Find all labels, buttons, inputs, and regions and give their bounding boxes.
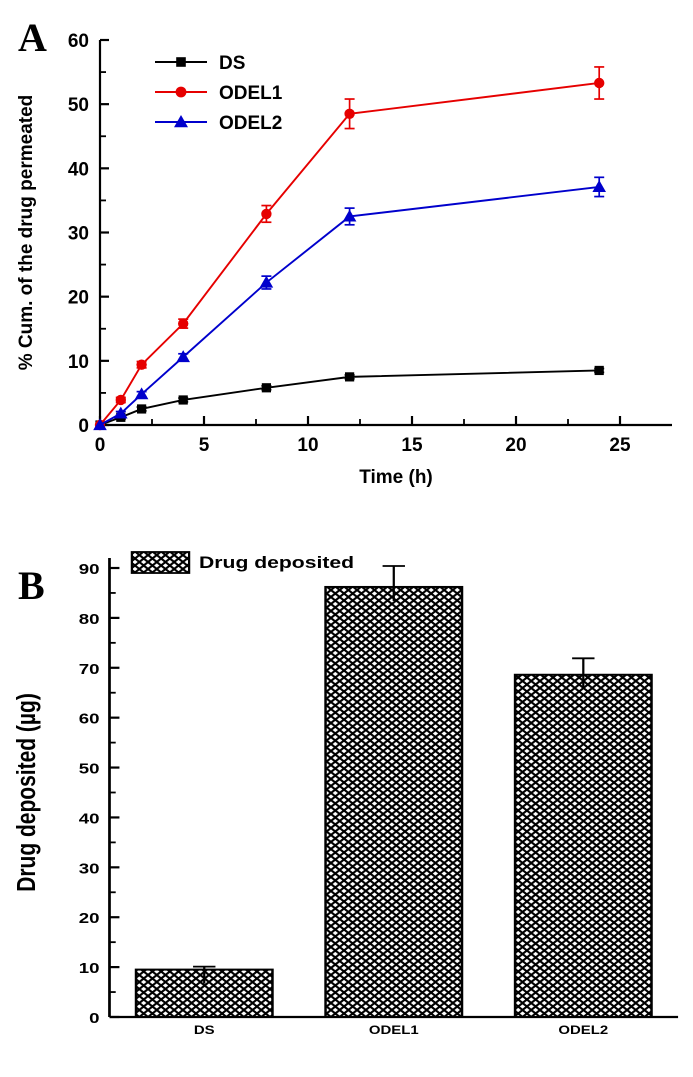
legend-label: DS <box>219 53 245 74</box>
data-point-marker <box>178 318 189 329</box>
legend-item-ds: DS <box>155 53 245 74</box>
y-tick-label-b: 20 <box>79 910 100 927</box>
y-tick-label-b: 10 <box>79 960 100 977</box>
data-point-marker <box>345 372 355 382</box>
legend-label: ODEL1 <box>219 83 283 104</box>
legend-item-odel2: ODEL2 <box>155 113 282 134</box>
data-point-marker <box>136 359 147 370</box>
data-point-marker <box>259 275 274 288</box>
x-tick-label-a: 25 <box>609 435 631 456</box>
bar-group-odel1 <box>324 565 464 1019</box>
data-point-marker <box>592 180 606 193</box>
data-point-marker <box>134 387 149 400</box>
y-tick-label-a: 20 <box>68 288 89 309</box>
x-tick-label-a: 15 <box>401 435 423 456</box>
legend-marker <box>176 57 186 67</box>
legend-b: Drug deposited <box>130 551 354 574</box>
legend-item-odel1: ODEL1 <box>155 83 283 104</box>
bar-category-label: ODEL1 <box>369 1023 419 1036</box>
error-bar <box>572 657 595 689</box>
legend-a: DS ODEL1 ODEL2 <box>155 53 283 134</box>
data-point-marker <box>261 383 271 393</box>
y-tick-label-b: 90 <box>79 561 100 578</box>
y-tick-label-b: 60 <box>79 710 100 727</box>
y-tick-label-a: 50 <box>68 95 89 116</box>
data-point-marker <box>344 108 355 119</box>
y-tick-label-a: 10 <box>68 352 89 373</box>
panel-b-letter: B <box>18 563 45 608</box>
legend-label-b: Drug deposited <box>199 554 354 573</box>
panel-b-bar-chart: 0 10 20 30 40 50 60 70 80 90 Drug deposited (µg) DS… <box>0 520 693 1077</box>
data-point-marker <box>594 365 604 376</box>
legend-marker <box>175 86 187 98</box>
data-point-marker <box>114 406 128 419</box>
y-tick-label-a: 30 <box>68 224 89 245</box>
x-tick-label-a: 10 <box>297 435 318 456</box>
y-tick-label-a: 60 <box>68 31 89 52</box>
data-point-marker <box>137 404 147 414</box>
bar-category-label: ODEL2 <box>558 1023 608 1036</box>
series-ds <box>95 365 605 430</box>
panel-a-line-chart: 0 10 20 30 40 50 60 0 5 10 15 20 25 Time (h) % Cum. of… <box>0 0 693 520</box>
panel-a-letter: A <box>18 15 47 60</box>
error-bar <box>193 965 216 984</box>
data-point-marker <box>342 209 357 222</box>
series-odel2 <box>93 176 606 431</box>
legend-marker <box>174 115 188 128</box>
legend-swatch <box>130 551 191 574</box>
legend-label: ODEL2 <box>219 113 282 134</box>
bar-group-ds <box>134 965 274 1019</box>
data-point-marker <box>93 418 107 431</box>
data-point-marker <box>261 208 272 220</box>
x-tick-label-a: 5 <box>199 435 210 456</box>
y-tick-label-b: 80 <box>79 611 100 628</box>
y-tick-label-b: 30 <box>79 860 100 877</box>
bar-rect <box>324 585 464 1019</box>
y-tick-label-a: 40 <box>68 159 89 180</box>
data-point-marker <box>594 77 605 89</box>
y-tick-label-b: 50 <box>79 760 100 777</box>
x-tick-label-a: 0 <box>95 435 106 456</box>
y-tick-label-b: 0 <box>89 1010 99 1027</box>
y-axis-title-b: Drug deposited (µg) <box>13 693 42 892</box>
line-chart-svg: 0 10 20 30 40 50 60 0 5 10 15 20 25 Time (h) % Cum. of… <box>16 31 672 488</box>
y-tick-label-b: 40 <box>79 810 100 827</box>
x-axis-title-a: Time (h) <box>359 467 433 488</box>
error-bar <box>382 565 405 601</box>
y-tick-label-b: 70 <box>79 660 100 677</box>
y-tick-label-a: 0 <box>78 416 89 437</box>
series-odel1 <box>94 66 605 431</box>
data-point-marker <box>176 350 190 363</box>
bar-category-label: DS <box>194 1023 215 1036</box>
data-point-marker <box>178 395 188 405</box>
bar-rect <box>513 673 653 1018</box>
y-axis-title-a: % Cum. of the drug permeated <box>16 95 37 371</box>
bar-chart-svg: 0 10 20 30 40 50 60 70 80 90 Drug deposited (µg) DS… <box>13 551 679 1037</box>
bar-group-odel2 <box>513 657 653 1018</box>
x-tick-label-a: 20 <box>505 435 526 456</box>
data-point-marker <box>115 394 127 406</box>
